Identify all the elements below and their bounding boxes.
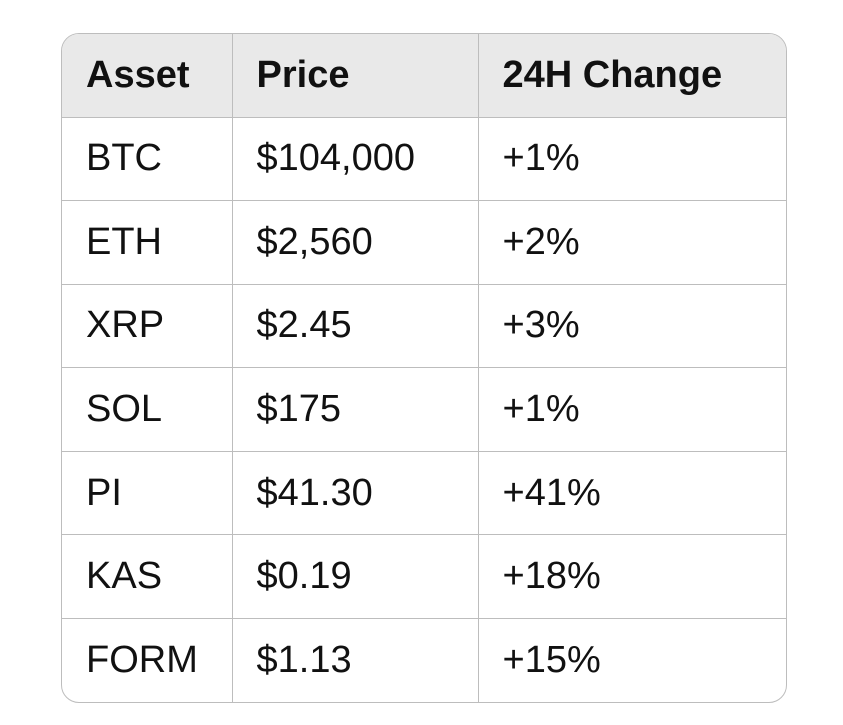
table-row: ETH $2,560 +2% [62,200,786,285]
table-row: BTC $104,000 +1% [62,116,786,202]
table-cell: +2% [477,200,786,285]
table-cell: $41.30 [231,450,479,536]
table-head: Asset Price 24H Change [62,34,786,118]
price-table: Asset Price 24H Change BTC $104,000 +1% ETH $2… [62,34,786,702]
header-cell: Price [231,34,479,118]
table-row: FORM $1.13 +15% [62,617,786,702]
table-cell: $0.19 [231,534,479,619]
header-row: Asset Price 24H Change [62,34,786,118]
table-row: XRP $2.45 +3% [62,283,786,369]
table-cell: BTC [62,116,233,202]
table-cell: +1% [477,116,786,202]
table-cell: FORM [62,617,233,702]
table-cell: KAS [62,534,233,619]
table-cell: $104,000 [231,116,479,202]
table-cell: $2.45 [231,283,479,369]
header-cell: Asset [62,34,233,118]
table-cell: SOL [62,367,233,452]
header-cell: 24H Change [477,34,786,118]
table-cell: +1% [477,367,786,452]
table-body: BTC $104,000 +1% ETH $2,560 +2% XRP $2.45 +3% SOL… [62,116,786,702]
table-cell: +18% [477,534,786,619]
table-cell: $2,560 [231,200,479,285]
table-cell: $1.13 [231,617,479,702]
table-cell: PI [62,450,233,536]
table-cell: +15% [477,617,786,702]
table-cell: +3% [477,283,786,369]
table-row: PI $41.30 +41% [62,450,786,536]
table-cell: $175 [231,367,479,452]
table-row: KAS $0.19 +18% [62,534,786,619]
table-cell: +41% [477,450,786,536]
table-cell: XRP [62,283,233,369]
table-cell: ETH [62,200,233,285]
table-row: SOL $175 +1% [62,367,786,452]
table-frame: Asset Price 24H Change BTC $104,000 +1% ETH $2… [61,33,787,703]
